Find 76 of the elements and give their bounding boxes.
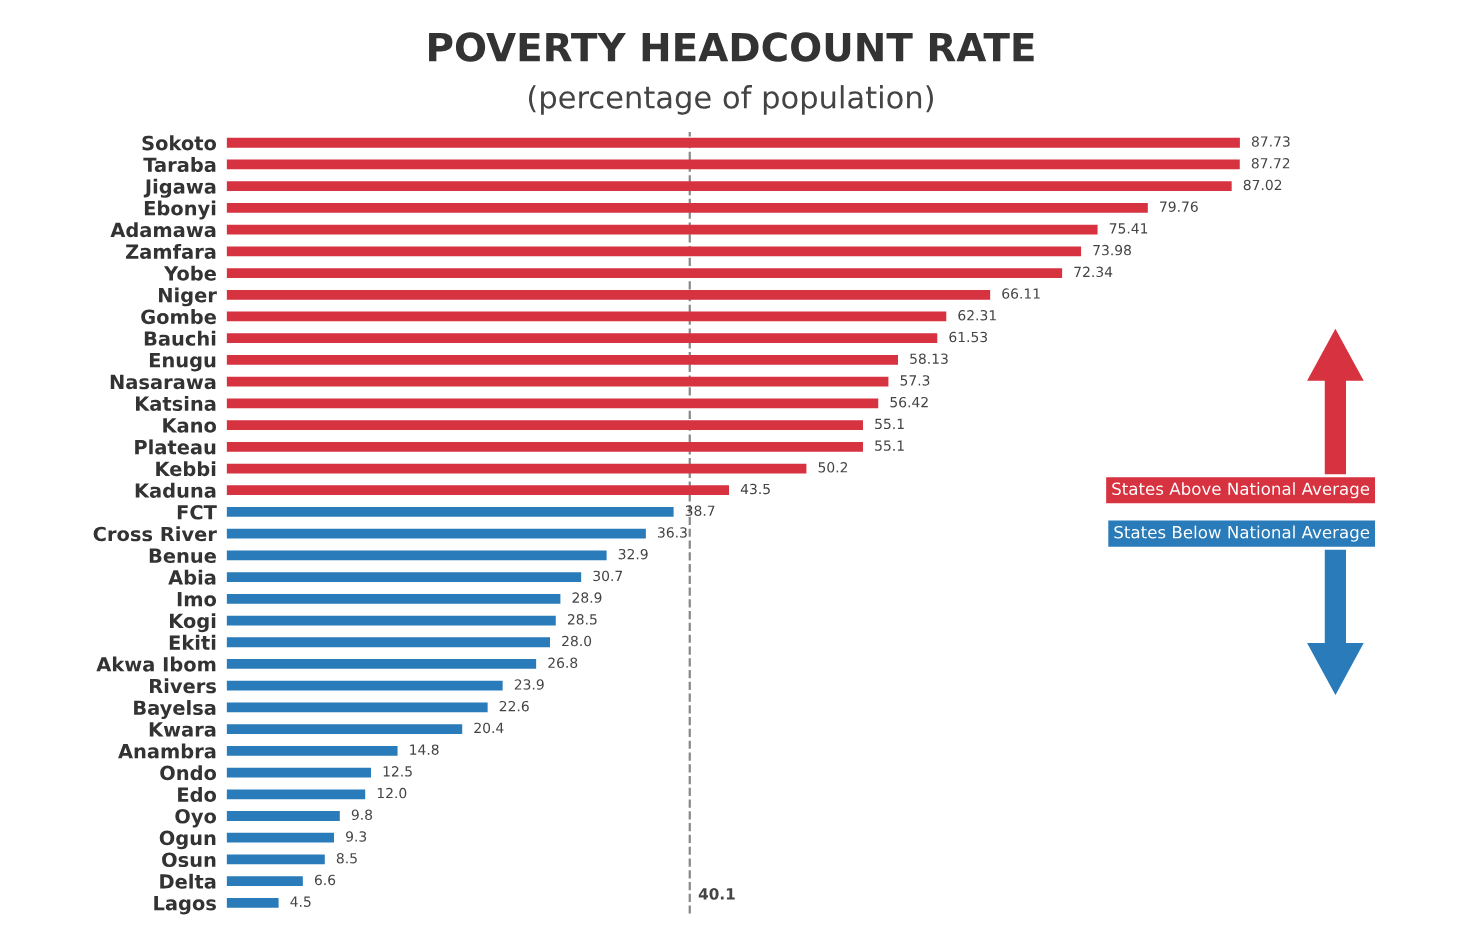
y-tick-label: Ogun — [159, 830, 216, 850]
y-tick-label: Ekiti — [169, 634, 216, 650]
bar — [226, 745, 398, 756]
bar — [226, 659, 537, 669]
bar — [226, 441, 863, 452]
bar — [226, 897, 279, 908]
bar — [226, 507, 674, 517]
y-tick-label: Ondo — [160, 765, 217, 781]
bar — [226, 289, 991, 300]
y-tick-label: Kogi — [170, 613, 216, 633]
y-tick-label: Kebbi — [156, 461, 216, 477]
y-tick-label: Delta — [160, 873, 216, 889]
y-tick-label: Gombe — [141, 309, 216, 325]
bar — [226, 615, 556, 626]
bar — [226, 832, 335, 843]
y-tick-label: Cross River — [93, 526, 217, 542]
y-tick-label: Bayelsa — [134, 700, 216, 719]
bar — [226, 420, 863, 430]
bar — [226, 181, 1232, 192]
y-tick-label: Jigawa — [143, 178, 216, 198]
bar — [226, 398, 879, 409]
bar — [226, 159, 1240, 170]
bar — [226, 333, 938, 344]
bar — [226, 203, 1148, 213]
y-tick-label: Imo — [177, 592, 217, 607]
bar — [226, 789, 366, 800]
annotation: States Below National Average — [1114, 525, 1370, 542]
annotation: States Above National Average — [1112, 482, 1370, 499]
y-tick-label: Kaduna — [135, 482, 216, 498]
bar — [226, 811, 340, 821]
y-tick-label: Niger — [159, 287, 217, 307]
bar — [226, 724, 463, 735]
y-tick-label: Nasarawa — [110, 374, 216, 390]
bar — [226, 355, 898, 365]
y-tick-label: Kano — [163, 418, 217, 433]
y-tick-label: Adamawa — [110, 222, 216, 238]
bar — [226, 463, 807, 474]
y-tick-label: Akwa Ibom — [96, 656, 216, 672]
bar — [226, 550, 607, 561]
y-tick-label: Anambra — [118, 743, 216, 759]
bar — [226, 485, 730, 496]
bar — [226, 311, 947, 322]
y-tick-label: FCT — [177, 504, 217, 520]
y-tick-label: Yobe — [163, 265, 216, 281]
y-tick-label: Oyo — [175, 808, 217, 828]
y-tick-label: Edo — [178, 786, 217, 802]
y-tick-label: Plateau — [135, 439, 216, 455]
bar — [226, 376, 889, 387]
y-tick-label: Benue — [149, 548, 216, 564]
y-tick-label: Kwara — [149, 722, 216, 737]
bar — [226, 637, 550, 648]
bar — [226, 680, 503, 691]
bar — [226, 246, 1082, 257]
bar — [226, 572, 582, 582]
bar — [226, 593, 561, 604]
y-tick-label: Ebonyi — [144, 200, 216, 220]
bar — [226, 268, 1063, 278]
y-tick-label: Lagos — [154, 896, 216, 915]
y-tick-label: Osun — [162, 852, 216, 868]
bar — [226, 876, 303, 887]
y-tick-label: Katsina — [135, 395, 216, 412]
y-tick-label: Abia — [168, 569, 216, 585]
y-tick-label: Bauchi — [144, 330, 216, 346]
chart-subtitle: (percentage of population) — [529, 85, 933, 115]
bar — [226, 702, 488, 713]
y-tick-label: Taraba — [143, 157, 216, 173]
bar — [226, 137, 1240, 148]
bar — [226, 767, 371, 778]
bar — [226, 224, 1098, 235]
y-tick-label: Rivers — [150, 678, 216, 694]
chart-title: POVERTY HEADCOUNT RATE — [429, 32, 1034, 62]
bar — [226, 854, 325, 865]
y-tick-label: Zamfara — [125, 243, 216, 259]
bar — [226, 528, 646, 539]
y-tick-label: Enugu — [149, 353, 216, 372]
y-tick-label: Sokoto — [142, 135, 217, 151]
